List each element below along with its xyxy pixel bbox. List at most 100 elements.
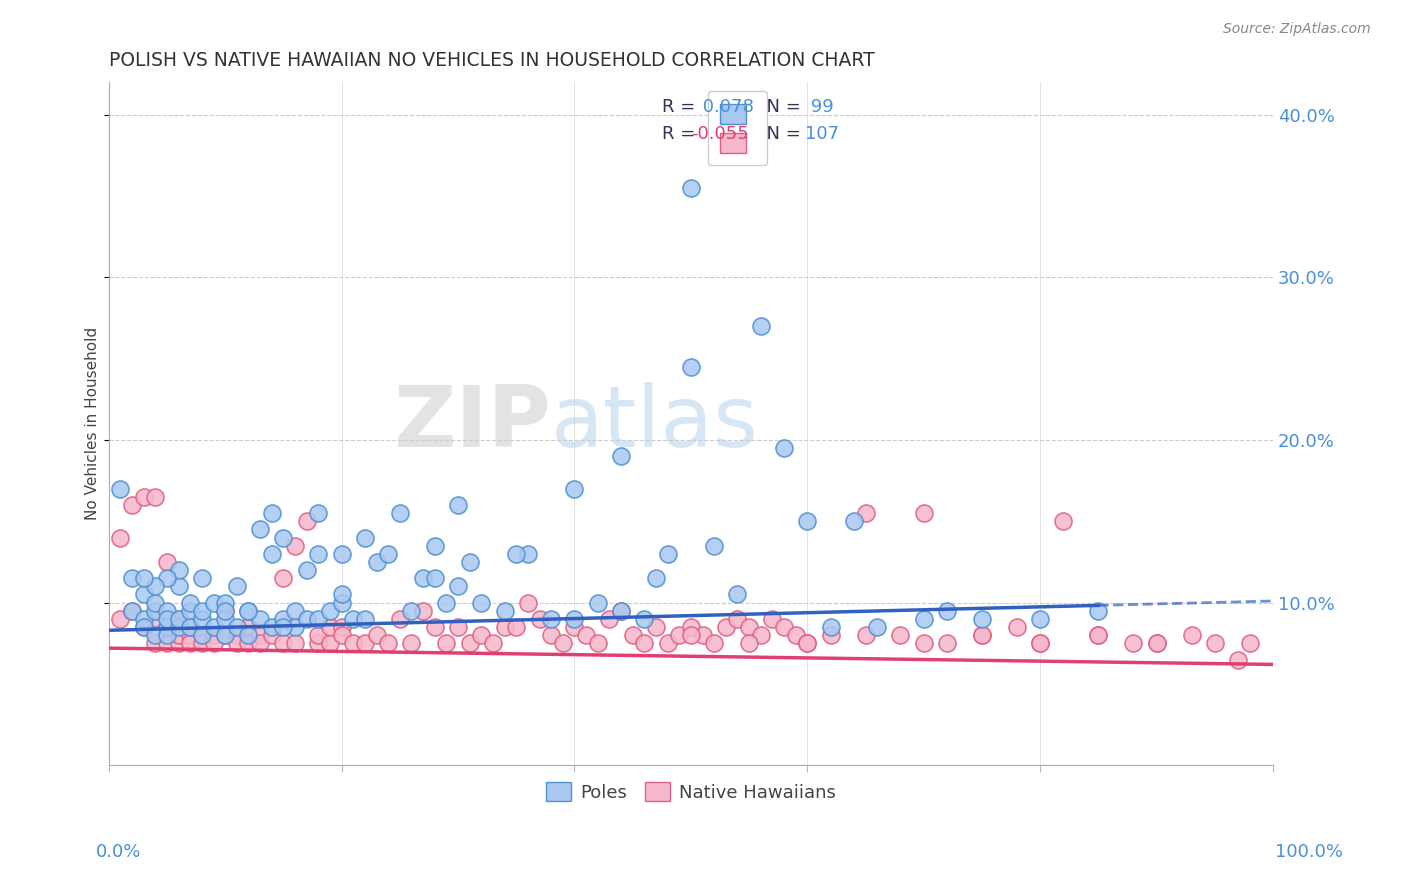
Point xyxy=(214,628,236,642)
Point xyxy=(156,571,179,585)
Point xyxy=(796,636,818,650)
Point xyxy=(354,531,377,545)
Point xyxy=(1087,628,1109,642)
Point xyxy=(703,636,725,650)
Point xyxy=(1227,652,1250,666)
Text: R =: R = xyxy=(662,125,700,143)
Text: 107: 107 xyxy=(806,125,839,143)
Point xyxy=(284,604,307,618)
Point xyxy=(273,531,295,545)
Point xyxy=(319,604,342,618)
Point xyxy=(366,555,388,569)
Point xyxy=(598,612,620,626)
Point xyxy=(249,636,271,650)
Point xyxy=(912,612,935,626)
Point xyxy=(156,636,179,650)
Point xyxy=(633,636,655,650)
Point xyxy=(855,506,877,520)
Point xyxy=(889,628,911,642)
Text: -0.055: -0.055 xyxy=(690,125,748,143)
Point xyxy=(132,571,155,585)
Point xyxy=(796,636,818,650)
Point xyxy=(143,612,166,626)
Point xyxy=(773,620,796,634)
Point xyxy=(564,482,586,496)
Point xyxy=(970,628,993,642)
Point xyxy=(167,612,190,626)
Point xyxy=(156,628,179,642)
Point xyxy=(156,620,179,634)
Point xyxy=(936,604,959,618)
Point xyxy=(388,612,411,626)
Point xyxy=(342,612,364,626)
Point xyxy=(1029,612,1052,626)
Point xyxy=(260,506,283,520)
Point xyxy=(458,555,481,569)
Point xyxy=(423,571,446,585)
Point xyxy=(679,181,702,195)
Point xyxy=(132,620,155,634)
Point xyxy=(749,628,772,642)
Point xyxy=(470,596,492,610)
Point xyxy=(796,514,818,528)
Point xyxy=(423,620,446,634)
Point xyxy=(295,514,318,528)
Point xyxy=(167,620,190,634)
Point xyxy=(1029,636,1052,650)
Point xyxy=(191,571,214,585)
Point xyxy=(295,612,318,626)
Point xyxy=(657,547,679,561)
Point xyxy=(319,636,342,650)
Point xyxy=(143,628,166,642)
Text: N =: N = xyxy=(755,125,807,143)
Point xyxy=(645,620,668,634)
Point xyxy=(307,547,329,561)
Point xyxy=(727,587,749,601)
Point xyxy=(202,636,225,650)
Point xyxy=(273,612,295,626)
Point xyxy=(156,612,179,626)
Point xyxy=(621,628,644,642)
Point xyxy=(143,490,166,504)
Point xyxy=(225,636,247,650)
Point xyxy=(143,636,166,650)
Point xyxy=(738,620,761,634)
Point xyxy=(668,628,690,642)
Text: N =: N = xyxy=(755,98,807,116)
Point xyxy=(505,547,527,561)
Point xyxy=(214,628,236,642)
Point xyxy=(645,571,668,585)
Point xyxy=(214,596,236,610)
Point xyxy=(1052,514,1074,528)
Point xyxy=(657,636,679,650)
Point xyxy=(110,612,132,626)
Point xyxy=(447,620,470,634)
Point xyxy=(249,628,271,642)
Point xyxy=(284,539,307,553)
Text: atlas: atlas xyxy=(551,383,759,466)
Point xyxy=(156,604,179,618)
Point xyxy=(1204,636,1226,650)
Point xyxy=(238,636,260,650)
Point xyxy=(412,604,434,618)
Point xyxy=(516,596,538,610)
Point xyxy=(1146,636,1168,650)
Point xyxy=(1239,636,1261,650)
Point xyxy=(179,636,201,650)
Point xyxy=(401,636,423,650)
Point xyxy=(249,612,271,626)
Point xyxy=(238,628,260,642)
Legend: Poles, Native Hawaiians: Poles, Native Hawaiians xyxy=(533,769,849,814)
Point xyxy=(191,628,214,642)
Point xyxy=(366,628,388,642)
Point xyxy=(307,612,329,626)
Point xyxy=(179,596,201,610)
Y-axis label: No Vehicles in Household: No Vehicles in Household xyxy=(86,327,100,520)
Text: 100.0%: 100.0% xyxy=(1275,843,1343,861)
Point xyxy=(225,620,247,634)
Point xyxy=(167,636,190,650)
Point xyxy=(132,620,155,634)
Point xyxy=(238,620,260,634)
Point xyxy=(738,636,761,650)
Point xyxy=(586,596,609,610)
